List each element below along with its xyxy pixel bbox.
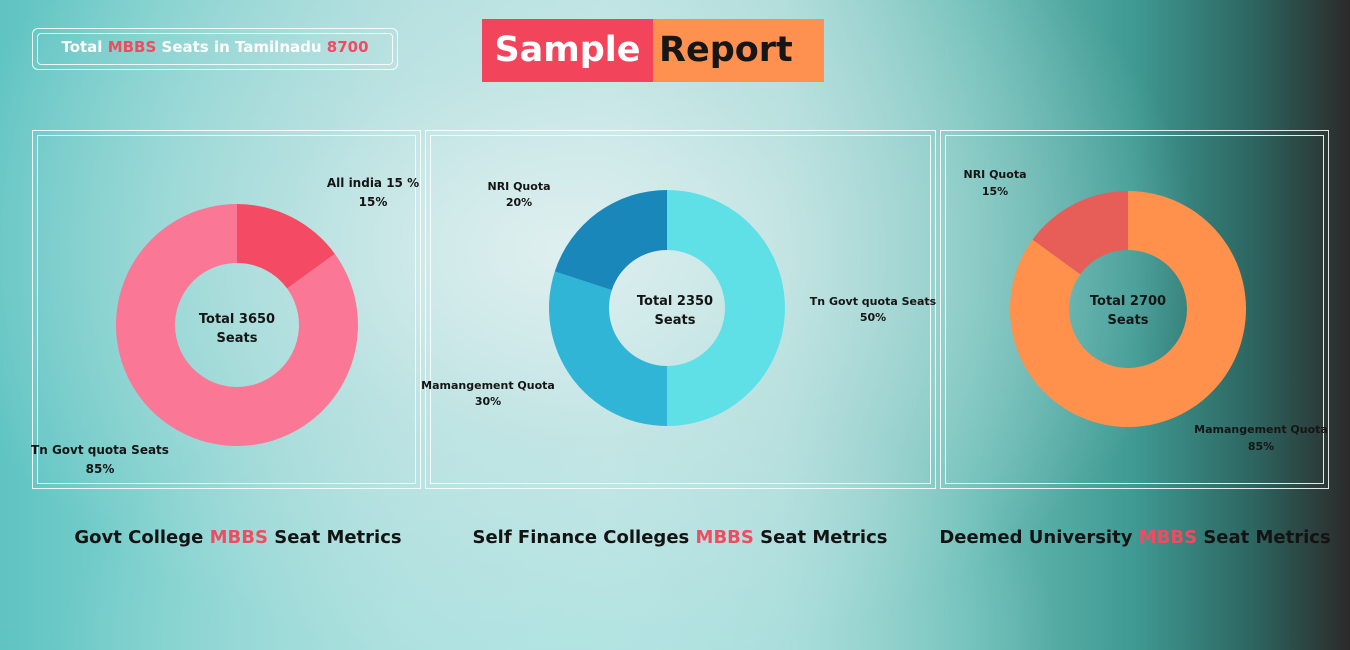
title-report: Report (653, 19, 824, 82)
self-value-nri: 20% (506, 196, 532, 209)
self-finance-donut-chart: Total 2350 Seats NRI Quota 20% Tn Govt q… (421, 180, 937, 426)
self-value-tn-govt: 50% (860, 311, 886, 324)
deemed-center-total: Total 2700 (1090, 294, 1166, 309)
self-center-seats: Seats (655, 313, 696, 328)
self-panel-border (425, 130, 936, 489)
deemed-panel-border (940, 130, 1329, 489)
section-title-deemed: Deemed University MBBS Seat Metrics (925, 527, 1345, 548)
deemed-value-management: 85% (1248, 440, 1274, 453)
govt-slice-all-india (237, 204, 335, 289)
section-govt-prefix: Govt College (74, 527, 204, 548)
self-center-total: Total 2350 (637, 294, 713, 309)
govt-donut-chart: Total 3650 Seats All india 15 % 15% Tn G… (31, 176, 419, 476)
title-sample: Sample (482, 19, 653, 82)
section-deemed-suffix: Seat Metrics (1203, 527, 1331, 548)
total-seats-box: Total MBBS Seats in Tamilnadu 8700 (32, 28, 398, 70)
total-seats-box-border (32, 28, 398, 70)
self-label-management: Mamangement Quota (421, 379, 555, 392)
section-deemed-highlight: MBBS (1138, 527, 1198, 548)
deemed-slice-management (1010, 191, 1247, 428)
govt-value-tn-govt: 85% (86, 462, 115, 476)
section-self-prefix: Self Finance Colleges (472, 527, 690, 548)
deemed-value-nri: 15% (982, 185, 1008, 198)
govt-panel-inner-border (37, 135, 416, 484)
section-deemed-prefix: Deemed University (939, 527, 1133, 548)
deemed-label-nri: NRI Quota (963, 168, 1026, 181)
self-label-tn-govt: Tn Govt quota Seats (810, 295, 937, 308)
deemed-center-seats: Seats (1108, 313, 1149, 328)
deemed-donut-chart: Total 2700 Seats NRI Quota 15% Mamangeme… (963, 168, 1327, 453)
self-finance-chart-panel (425, 130, 936, 489)
section-self-highlight: MBBS (695, 527, 754, 548)
govt-center-total: Total 3650 (199, 312, 275, 327)
section-title-govt: Govt College MBBS Seat Metrics (38, 527, 438, 548)
self-slice-management (549, 271, 667, 426)
self-slice-tn-govt (667, 190, 785, 426)
section-govt-highlight: MBBS (209, 527, 268, 548)
govt-chart-panel (32, 130, 421, 489)
deemed-slice-nri (1032, 191, 1128, 275)
total-seats-box-inner-border (37, 33, 393, 65)
govt-value-all-india: 15% (359, 195, 388, 209)
deemed-label-management: Mamangement Quota (1194, 423, 1328, 436)
section-govt-suffix: Seat Metrics (274, 527, 402, 548)
total-seats-text: Total MBBS Seats in Tamilnadu 8700 (32, 38, 398, 56)
govt-slice-tn-govt (115, 203, 358, 446)
self-panel-inner-border (430, 135, 931, 484)
deemed-panel-inner-border (945, 135, 1324, 484)
self-label-nri: NRI Quota (487, 180, 550, 193)
deemed-chart-panel (940, 130, 1329, 489)
self-value-management: 30% (475, 395, 501, 408)
section-self-suffix: Seat Metrics (760, 527, 888, 548)
self-slice-nri (554, 190, 667, 291)
total-prefix: Total (61, 38, 103, 56)
section-title-self-finance: Self Finance Colleges MBBS Seat Metrics (460, 527, 900, 548)
total-value: 8700 (326, 38, 369, 56)
govt-center-seats: Seats (217, 331, 258, 346)
govt-label-tn-govt: Tn Govt quota Seats (31, 443, 169, 457)
govt-panel-border (32, 130, 421, 489)
govt-label-all-india: All india 15 % (327, 176, 419, 190)
total-middle: Seats in Tamilnadu (161, 38, 322, 56)
title-banner: Sample Report (482, 19, 824, 82)
total-highlight: MBBS (107, 38, 157, 56)
